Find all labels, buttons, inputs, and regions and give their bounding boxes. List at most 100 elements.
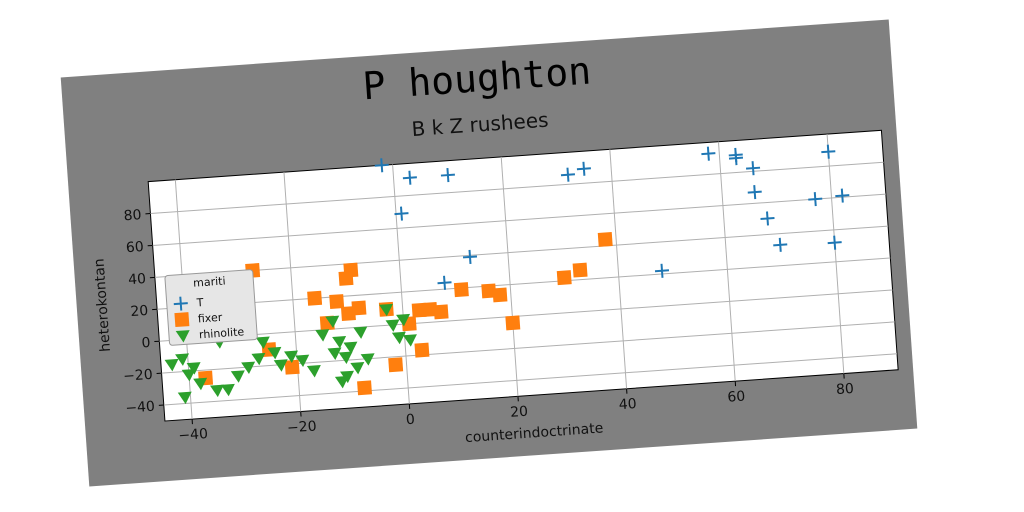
y-tick-label: 20	[130, 303, 149, 320]
data-point	[193, 377, 208, 391]
data-point	[340, 370, 354, 384]
data-point	[284, 359, 300, 375]
data-point	[360, 353, 375, 366]
plot-area	[147, 129, 899, 422]
data-point	[353, 326, 368, 339]
data-point	[374, 158, 389, 173]
legend-entry: rhinolite	[199, 325, 245, 341]
data-point	[351, 300, 367, 316]
data-point	[255, 336, 270, 349]
data-point	[654, 263, 670, 278]
data-point	[808, 192, 823, 207]
x-gridline	[717, 141, 736, 382]
data-point	[394, 206, 409, 221]
series-T	[374, 144, 850, 290]
data-point	[210, 384, 224, 398]
data-point	[343, 341, 358, 355]
legend-box	[164, 269, 258, 346]
data-point	[273, 359, 288, 372]
data-point	[177, 391, 192, 405]
data-point	[186, 362, 201, 375]
data-point	[251, 352, 266, 366]
data-point	[572, 262, 588, 278]
data-point	[329, 294, 345, 310]
data-point	[433, 304, 449, 320]
data-point	[338, 270, 354, 286]
data-point	[402, 170, 417, 185]
data-point	[307, 290, 323, 306]
data-point	[556, 270, 572, 286]
legend-marker	[175, 330, 190, 343]
data-point	[773, 237, 788, 252]
data-point	[492, 287, 508, 303]
data-point	[827, 235, 842, 250]
data-point	[332, 335, 347, 349]
series-rhinolite	[164, 303, 417, 405]
x-gridline	[500, 156, 519, 397]
data-point	[164, 358, 179, 372]
data-point	[181, 368, 196, 382]
x-gridline	[826, 134, 845, 374]
data-point	[414, 342, 430, 358]
data-point	[760, 211, 775, 226]
data-point	[701, 146, 716, 161]
data-point	[325, 315, 340, 329]
y-axis-label: heterokontan	[91, 258, 113, 352]
data-point	[481, 283, 497, 299]
data-point	[315, 329, 330, 342]
legend-title: mariti	[193, 274, 226, 289]
data-point	[327, 347, 342, 360]
x-gridline	[609, 149, 628, 389]
data-point	[230, 370, 245, 383]
data-point	[576, 161, 591, 176]
legend-marker	[173, 296, 188, 311]
scatter-plot: −40 −20 0 20 40 60 80 −40 −20 0 20 40 60 80 counterind…	[91, 129, 899, 446]
data-point	[391, 331, 406, 345]
x-tick-label: 20	[510, 404, 529, 421]
data-point	[821, 144, 836, 159]
legend-marker	[174, 312, 190, 328]
data-point	[175, 353, 190, 366]
data-point	[597, 231, 613, 247]
data-point	[437, 275, 452, 290]
y-gridline	[159, 289, 893, 342]
data-point	[728, 151, 744, 166]
data-point	[462, 249, 478, 264]
data-point	[453, 282, 469, 298]
data-point	[241, 361, 256, 375]
y-tick-label: 60	[125, 239, 144, 256]
y-gridline	[150, 161, 884, 215]
x-tick-label: 60	[727, 388, 746, 405]
data-point	[350, 361, 365, 375]
data-point	[385, 319, 400, 332]
y-gridline	[152, 193, 886, 246]
y-tick-label: 0	[141, 335, 151, 352]
legend-entry: fixer	[197, 311, 223, 326]
y-gridline	[157, 257, 891, 310]
x-tick-label: −40	[178, 426, 209, 444]
chart-figure: P houghton B k Z rushees −40 −20 0 20 40 60 80…	[60, 19, 918, 487]
data-point	[746, 161, 761, 176]
y-tick-label: −40	[125, 399, 156, 417]
data-point	[306, 365, 321, 378]
y-tick-label: 40	[128, 271, 147, 288]
data-point	[560, 167, 576, 182]
data-point	[284, 350, 299, 364]
legend-entry: T	[195, 296, 204, 310]
data-point	[402, 334, 417, 347]
x-tick-label: 0	[405, 412, 415, 429]
x-tick-label: 40	[618, 396, 637, 413]
data-point	[267, 346, 282, 360]
data-point	[388, 357, 404, 373]
y-gridline	[154, 225, 889, 278]
y-gridline	[163, 353, 898, 406]
data-point	[338, 351, 353, 365]
data-point	[220, 383, 235, 397]
y-tick-label: −20	[123, 367, 154, 385]
data-point	[747, 185, 762, 200]
data-point	[835, 188, 850, 203]
data-point	[396, 313, 411, 327]
data-point	[357, 380, 373, 396]
data-point	[379, 303, 393, 317]
